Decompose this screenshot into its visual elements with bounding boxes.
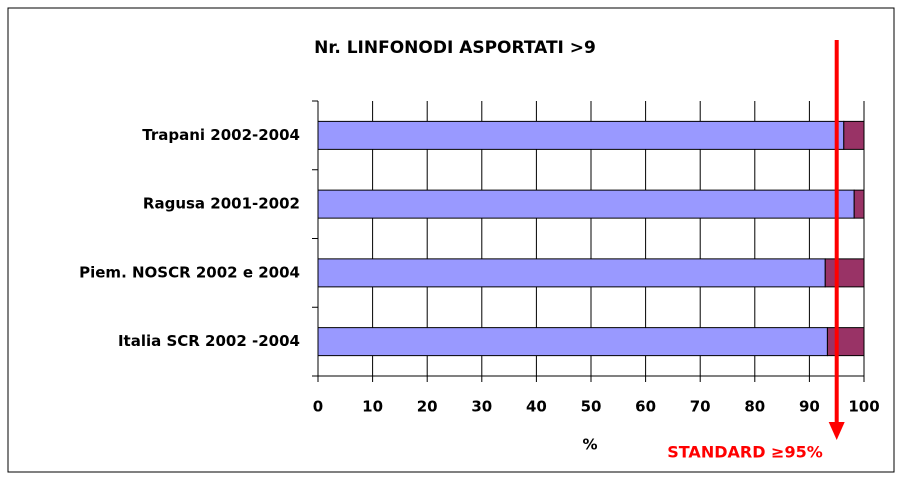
x-tick-label: 10 bbox=[362, 398, 383, 416]
x-tick-label: 30 bbox=[471, 398, 492, 416]
standard-arrowhead bbox=[828, 422, 845, 440]
x-tick-label: 70 bbox=[690, 398, 711, 416]
bar-segment bbox=[317, 189, 855, 219]
bar-segment bbox=[317, 327, 828, 357]
bar-segment bbox=[826, 327, 865, 357]
x-tick-label: 40 bbox=[526, 398, 547, 416]
bar-segment bbox=[843, 120, 865, 150]
bar-segment bbox=[824, 258, 865, 288]
bar-segment bbox=[317, 258, 826, 288]
x-tick-label: 50 bbox=[581, 398, 602, 416]
x-axis-label: % bbox=[582, 436, 597, 454]
chart-title: Nr. LINFONODI ASPORTATI >9 bbox=[314, 38, 596, 58]
x-tick-label: 90 bbox=[799, 398, 820, 416]
x-tick-label: 20 bbox=[417, 398, 438, 416]
y-tick-label: Trapani 2002-2004 bbox=[142, 126, 300, 144]
bar-segment bbox=[317, 120, 845, 150]
x-tick-label: 100 bbox=[848, 398, 879, 416]
y-tick-label: Ragusa 2001-2002 bbox=[143, 195, 300, 213]
x-tick-label: 80 bbox=[744, 398, 765, 416]
x-tick-label: 0 bbox=[313, 398, 323, 416]
x-tick-label: 60 bbox=[635, 398, 656, 416]
y-tick-label: Italia SCR 2002 -2004 bbox=[118, 332, 300, 350]
chart-border bbox=[7, 7, 895, 473]
annotation: STANDARD ≥95% bbox=[667, 443, 823, 462]
bar-segment bbox=[853, 189, 865, 219]
y-tick-label: Piem. NOSCR 2002 e 2004 bbox=[79, 263, 300, 281]
